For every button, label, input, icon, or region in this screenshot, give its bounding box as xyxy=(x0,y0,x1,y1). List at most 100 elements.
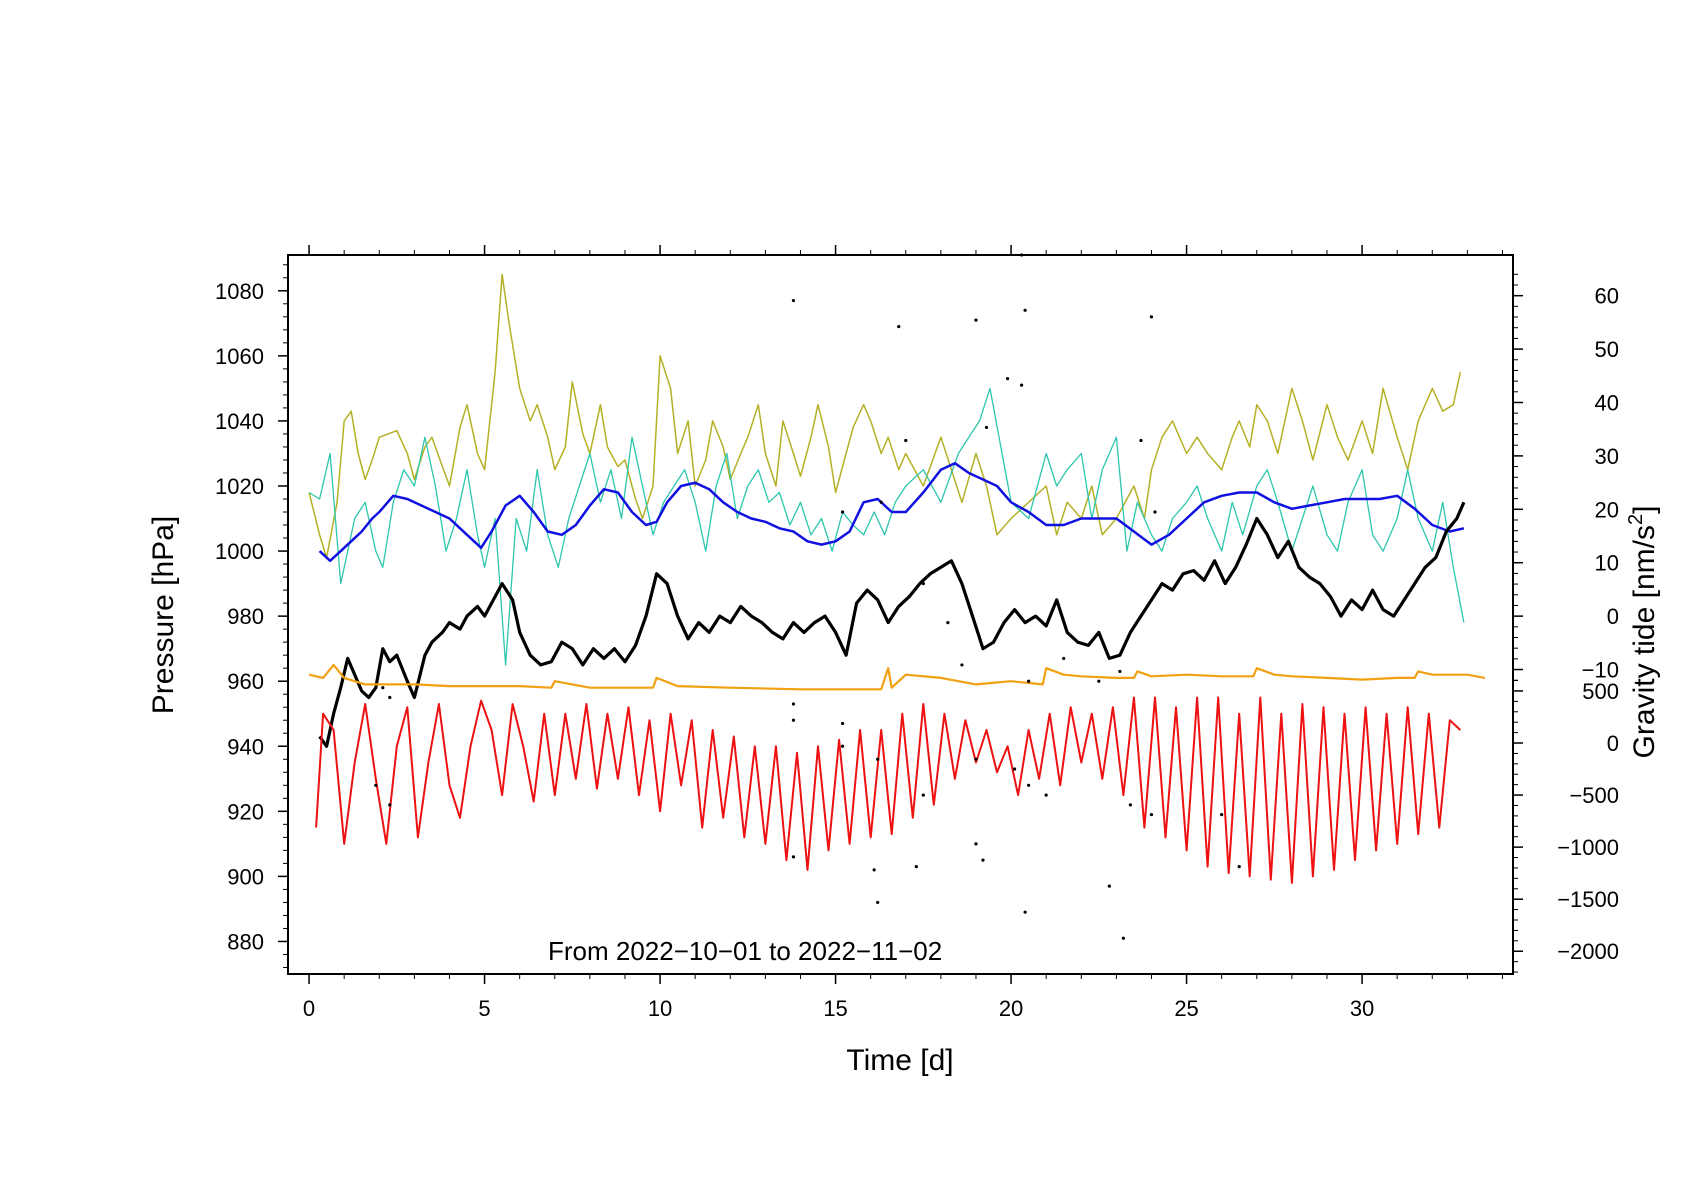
series-line-olive xyxy=(308,273,1462,559)
outlier-point xyxy=(991,640,996,644)
outlier-point xyxy=(1027,783,1031,787)
plot-frame xyxy=(287,254,1514,975)
y-right-axis-title-main: Gravity tide [nm/s xyxy=(1628,525,1661,758)
outlier-point xyxy=(1153,510,1157,514)
outlier-point xyxy=(388,695,392,700)
x-tick-label: 25 xyxy=(1174,996,1198,1021)
outlier-point xyxy=(840,721,845,726)
y-left-axis-title: Pressure [hPa] xyxy=(147,516,180,714)
y-left-tick-label: 880 xyxy=(227,929,264,954)
x-tick-label: 15 xyxy=(823,996,847,1021)
outlier-point xyxy=(1023,308,1027,312)
outlier-point xyxy=(974,318,978,322)
y-right-lower-tick-label: 500 xyxy=(1582,679,1619,704)
y-left-tick-label: 1080 xyxy=(215,279,264,304)
y-left-tick-label: 1040 xyxy=(215,409,264,434)
y-left-tick-label: 960 xyxy=(227,669,264,694)
outlier-point xyxy=(1097,679,1101,683)
outlier-point xyxy=(791,298,796,303)
outlier-point xyxy=(981,858,985,862)
outlier-point xyxy=(879,500,883,504)
series-line-red xyxy=(315,696,1461,884)
y-right-upper-tick-label: 50 xyxy=(1595,337,1619,362)
y-left-tick-label: 1060 xyxy=(215,344,264,369)
x-tick-label: 10 xyxy=(648,996,672,1021)
outlier-point xyxy=(791,718,796,722)
y-right-lower-tick-label: −2000 xyxy=(1557,939,1619,964)
outlier-point xyxy=(1220,812,1224,817)
x-tick-label: 30 xyxy=(1350,996,1374,1021)
y-right-lower-tick-label: 0 xyxy=(1607,731,1619,756)
y-right-upper-tick-label: 60 xyxy=(1595,284,1619,309)
series-line-black xyxy=(318,501,1466,748)
y-right-axis-title: Gravity tide [nm/s2] xyxy=(1625,506,1661,759)
outlier-point xyxy=(1005,377,1010,381)
outlier-point xyxy=(1149,315,1154,319)
y-right-lower-tick-label: −500 xyxy=(1569,783,1619,808)
outlier-point xyxy=(1121,936,1125,940)
outlier-point xyxy=(1128,803,1133,807)
outlier-point xyxy=(1019,383,1024,387)
outlier-point xyxy=(1118,669,1122,674)
outlier-point xyxy=(791,855,796,859)
y-left-tick-label: 900 xyxy=(227,864,264,889)
y-right-upper-tick-label: 0 xyxy=(1607,604,1619,629)
outlier-point xyxy=(840,510,845,514)
y-right-upper-tick-label: 30 xyxy=(1595,444,1619,469)
outlier-point xyxy=(381,686,385,690)
outlier-point xyxy=(876,900,880,905)
y-left-tick-label: 1020 xyxy=(215,474,264,499)
y-left-tick-label: 920 xyxy=(227,799,264,824)
outlier-point xyxy=(840,744,845,748)
outlier-point xyxy=(907,595,911,599)
outlier-point xyxy=(1237,865,1241,869)
outlier-point xyxy=(1019,253,1024,257)
outlier-point xyxy=(872,868,876,872)
series-line-orange xyxy=(308,663,1486,691)
outlier-point xyxy=(914,865,918,869)
outlier-point xyxy=(1012,767,1017,771)
date-range-annotation: From 2022−10−01 to 2022−11−02 xyxy=(548,936,942,966)
outlier-point xyxy=(946,621,950,625)
outlier-point xyxy=(921,581,925,586)
outlier-point xyxy=(897,324,901,329)
outlier-layer xyxy=(374,253,1241,940)
series-line-blue xyxy=(318,461,1465,563)
y-left-tick-label: 980 xyxy=(227,604,264,629)
outlier-point xyxy=(1149,812,1154,817)
axis-layer: 0 5 10 15 20 25 308809009209409609801000102010… xyxy=(215,245,1619,1021)
outlier-point xyxy=(1062,656,1066,661)
y-right-upper-tick-label: 10 xyxy=(1595,551,1619,576)
outlier-point xyxy=(1139,438,1143,443)
y-left-tick-label: 940 xyxy=(227,734,264,759)
y-right-upper-tick-label: 20 xyxy=(1595,497,1619,522)
outlier-point xyxy=(1044,793,1048,797)
outlier-point xyxy=(1107,884,1111,888)
outlier-point xyxy=(960,663,964,667)
y-right-axis-title-sup: 2 xyxy=(1625,514,1647,525)
outlier-point xyxy=(984,425,989,430)
y-right-axis-title-end: ] xyxy=(1628,506,1661,514)
y-right-lower-tick-label: −1500 xyxy=(1557,887,1619,912)
outlier-point xyxy=(974,842,978,846)
x-axis-title: Time [d] xyxy=(846,1044,953,1077)
outlier-point xyxy=(974,757,978,761)
outlier-point xyxy=(1027,679,1031,683)
y-right-upper-tick-label: 40 xyxy=(1595,390,1619,415)
y-right-upper-tick-label: −10 xyxy=(1582,658,1619,683)
outlier-point xyxy=(904,438,908,443)
series-line-teal xyxy=(308,387,1465,666)
outlier-point xyxy=(388,803,392,807)
outlier-point xyxy=(876,757,880,761)
x-tick-label: 0 xyxy=(303,996,315,1021)
y-right-lower-tick-label: −1000 xyxy=(1557,835,1619,860)
x-tick-label: 20 xyxy=(999,996,1023,1021)
series-layer xyxy=(308,273,1486,884)
outlier-point xyxy=(1023,910,1027,914)
outlier-point xyxy=(791,702,796,706)
outlier-point xyxy=(374,783,378,787)
x-tick-label: 5 xyxy=(478,996,490,1021)
y-left-tick-label: 1000 xyxy=(215,539,264,564)
outlier-point xyxy=(921,793,925,797)
